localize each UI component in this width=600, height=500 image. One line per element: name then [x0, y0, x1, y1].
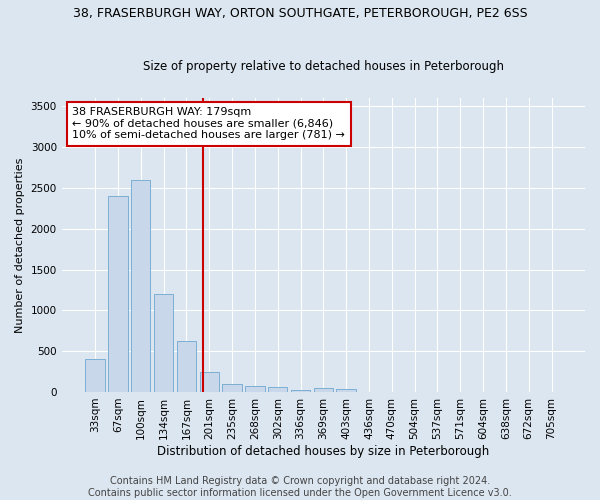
Bar: [85, 360, 105, 392]
Y-axis label: Number of detached properties: Number of detached properties: [15, 158, 25, 333]
Bar: [154, 294, 173, 392]
Bar: [291, 390, 310, 392]
Bar: [200, 372, 219, 392]
Bar: [131, 180, 151, 392]
Bar: [177, 342, 196, 392]
X-axis label: Distribution of detached houses by size in Peterborough: Distribution of detached houses by size …: [157, 444, 490, 458]
Bar: [268, 387, 287, 392]
Text: 38, FRASERBURGH WAY, ORTON SOUTHGATE, PETERBOROUGH, PE2 6SS: 38, FRASERBURGH WAY, ORTON SOUTHGATE, PE…: [73, 8, 527, 20]
Bar: [245, 386, 265, 392]
Bar: [314, 388, 333, 392]
Text: Contains HM Land Registry data © Crown copyright and database right 2024.
Contai: Contains HM Land Registry data © Crown c…: [88, 476, 512, 498]
Text: 38 FRASERBURGH WAY: 179sqm
← 90% of detached houses are smaller (6,846)
10% of s: 38 FRASERBURGH WAY: 179sqm ← 90% of deta…: [72, 107, 345, 140]
Bar: [108, 196, 128, 392]
Title: Size of property relative to detached houses in Peterborough: Size of property relative to detached ho…: [143, 60, 504, 74]
Bar: [223, 384, 242, 392]
Bar: [337, 388, 356, 392]
